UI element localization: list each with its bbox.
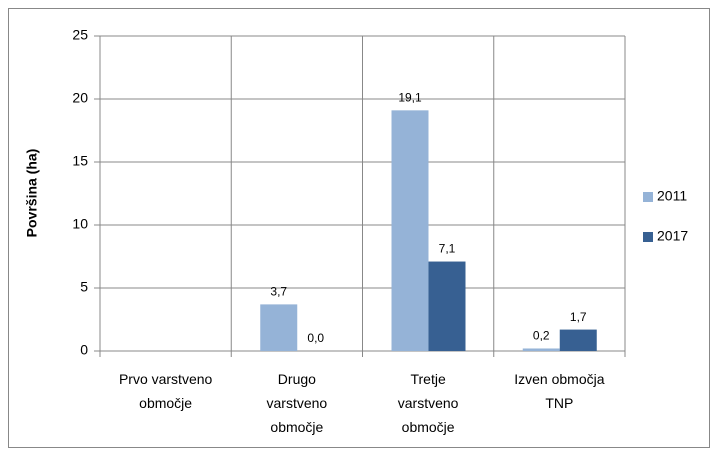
y-tick-label: 0 xyxy=(80,342,88,358)
y-tick-label: 10 xyxy=(72,216,88,232)
legend-label: 2011 xyxy=(657,188,687,204)
x-tick-label: Tretje varstveno območje xyxy=(398,371,459,435)
y-axis-label: Površina (ha) xyxy=(24,149,40,238)
y-tick-label: 15 xyxy=(72,153,88,169)
y-tick-label: 5 xyxy=(80,279,88,295)
x-tick-label: Drugo varstveno območje xyxy=(267,371,328,435)
bar xyxy=(391,110,429,351)
bar xyxy=(260,304,298,351)
value-label: 7,1 xyxy=(439,242,456,256)
chart-border xyxy=(8,8,710,448)
value-label: 19,1 xyxy=(398,91,422,105)
value-label: 1,7 xyxy=(570,310,587,324)
legend-swatch xyxy=(643,192,653,202)
y-tick-label: 20 xyxy=(72,90,88,106)
value-label: 0,0 xyxy=(307,331,324,345)
value-label: 3,7 xyxy=(270,285,287,299)
value-label: 0,2 xyxy=(533,329,550,343)
bar xyxy=(522,348,560,351)
y-tick-label: 25 xyxy=(72,27,88,43)
bar xyxy=(559,329,597,351)
legend-swatch xyxy=(643,232,653,242)
x-tick-label: Prvo varstveno območje xyxy=(119,371,213,411)
legend-label: 2017 xyxy=(657,228,688,244)
x-tick-label: Izven območja TNP xyxy=(514,371,604,411)
bar xyxy=(428,261,466,351)
